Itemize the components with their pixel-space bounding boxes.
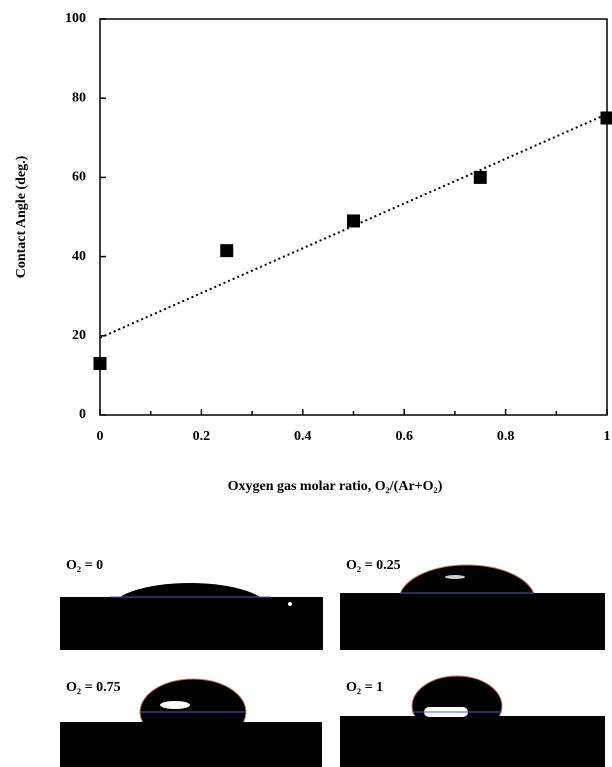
droplet-images: O₂ = 0 O₂ = 0.25 O₂ = 0.75 O₂ = 1 bbox=[60, 558, 605, 767]
panel-label: O₂ = 1 bbox=[346, 680, 383, 695]
x-axis-label: Oxygen gas molar ratio, O₂/(Ar+O₂) bbox=[228, 479, 443, 494]
marker bbox=[473, 170, 487, 184]
substrate bbox=[60, 597, 323, 650]
marker bbox=[347, 214, 360, 228]
x-tick-label: 0.8 bbox=[497, 429, 515, 444]
panel-label: O₂ = 0.25 bbox=[346, 558, 401, 573]
marker bbox=[600, 111, 612, 125]
y-axis-label: Contact Angle (deg.) bbox=[14, 155, 29, 278]
droplet-panel: O₂ = 0.25 bbox=[340, 558, 605, 650]
y-tick-label: 80 bbox=[72, 90, 86, 105]
x-tick-label: 0.2 bbox=[193, 429, 211, 444]
droplet-panel: O₂ = 1 bbox=[340, 675, 605, 767]
droplet-panel: O₂ = 0 bbox=[60, 558, 323, 650]
droplet-panel: O₂ = 0.75 bbox=[60, 678, 322, 767]
y-tick-label: 20 bbox=[72, 328, 86, 343]
highlight bbox=[288, 602, 292, 606]
panel-label: O₂ = 0.75 bbox=[66, 680, 121, 695]
y-tick-label: 40 bbox=[72, 249, 86, 264]
y-tick-label: 100 bbox=[65, 11, 86, 26]
substrate bbox=[60, 722, 322, 767]
y-tick-label: 0 bbox=[79, 407, 86, 422]
substrate bbox=[340, 593, 605, 650]
x-tick-label: 0.6 bbox=[395, 429, 413, 444]
highlight bbox=[160, 701, 190, 709]
x-tick-label: 0 bbox=[97, 429, 104, 444]
x-tick-label: 0.4 bbox=[294, 429, 312, 444]
panel-label: O₂ = 0 bbox=[66, 558, 103, 573]
marker bbox=[220, 244, 234, 258]
substrate bbox=[340, 716, 605, 767]
highlight bbox=[445, 575, 465, 579]
x-tick-label: 1 bbox=[604, 429, 611, 444]
marker bbox=[93, 357, 107, 371]
y-tick-label: 60 bbox=[72, 170, 86, 185]
trendline bbox=[99, 113, 608, 339]
